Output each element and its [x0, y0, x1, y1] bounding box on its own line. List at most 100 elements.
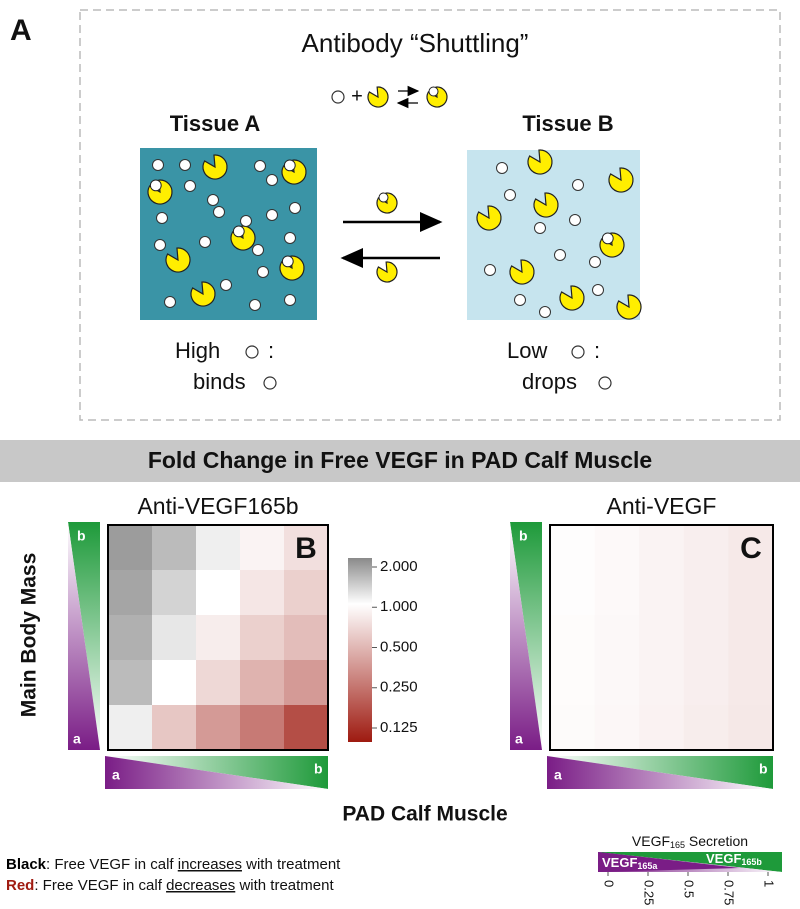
note: Black: Free VEGF in calf increases with …: [6, 856, 341, 873]
note-text: : Free VEGF in calf: [34, 877, 166, 894]
gradient-label: b: [759, 761, 768, 777]
text: VEGF: [706, 851, 741, 866]
antibody-icon: [376, 192, 398, 214]
antibody-icon: [165, 247, 191, 273]
tissue-level: High: [175, 338, 220, 363]
vegf-icon: [245, 345, 259, 359]
tissue-title: Tissue A: [170, 111, 261, 136]
antibody-icon: [608, 167, 634, 193]
vegf-icon: [213, 206, 225, 218]
vegf-icon: [257, 266, 269, 278]
gradient-label: a: [515, 731, 523, 747]
antibody-icon: [509, 259, 535, 285]
vegf-icon: [284, 294, 296, 306]
heatmap-cell: [550, 615, 596, 661]
vegf-icon: [266, 209, 278, 221]
legend-tick-label: 0: [602, 880, 617, 887]
heatmap-cell: [728, 615, 774, 661]
panel-letter: B: [295, 532, 317, 565]
gradient-label: b: [519, 528, 528, 544]
vegf-icon: [266, 174, 278, 186]
notes: Black: Free VEGF in calf increases with …: [6, 856, 341, 894]
antibody-icon: [527, 149, 553, 175]
heatmap-cell: [108, 615, 153, 661]
heatmap-cell: [728, 570, 774, 616]
heatmap-cell: [196, 705, 241, 751]
vegf-icon: [514, 294, 526, 306]
note-emphasis: increases: [178, 856, 242, 873]
heatmap-cell: [152, 660, 197, 706]
vegf-icon: [207, 194, 219, 206]
vegf-icon: [263, 376, 277, 390]
heatmap-cell: [550, 525, 596, 571]
gradient-label: b: [77, 528, 86, 544]
vegf-icon: [539, 306, 551, 318]
heatmap-cell: [639, 570, 685, 616]
tissue-action: drops: [522, 369, 577, 394]
legend-label: VEGF165a: [602, 855, 658, 871]
vegf-icon: [240, 215, 252, 227]
vegf-icon: [428, 86, 439, 97]
y-axis-label: Main Body Mass: [18, 553, 41, 718]
gradient-label: b: [314, 761, 323, 777]
heatmap-cell: [639, 705, 685, 751]
antibody-icon: [281, 159, 307, 185]
heatmap-cell: [594, 615, 640, 661]
heatmap-frame: [107, 524, 329, 751]
text: Secretion: [685, 833, 748, 849]
vegf-icon: [504, 189, 516, 201]
antibody-icon: [147, 179, 173, 205]
heatmap-cell: [550, 660, 596, 706]
vegf-icon: [534, 222, 546, 234]
legend-tick-label: 0.25: [642, 880, 657, 905]
note-emphasis: decreases: [166, 877, 235, 894]
heatmap-cell: [550, 705, 596, 751]
vegf-icon: [152, 159, 164, 171]
vegf-icon: [232, 225, 245, 238]
heatmap-cell: [240, 570, 285, 616]
colon: :: [268, 338, 274, 363]
heatmap-cell: [284, 525, 329, 571]
vegf-icon: [589, 256, 601, 268]
heatmap-cell: [683, 615, 729, 661]
heatmap-cell: [196, 660, 241, 706]
heatmap-cell: [683, 570, 729, 616]
heatmap-cell: [728, 525, 774, 571]
heatmap-title: Anti-VEGF165b: [137, 493, 298, 519]
vegf-icon: [149, 179, 162, 192]
vegf-icon: [571, 345, 585, 359]
heatmap-cell: [240, 660, 285, 706]
gradient-wedge: [547, 756, 773, 789]
colorbar-tick-label: 0.500: [380, 638, 418, 655]
panel-a-frame: [79, 9, 781, 421]
antibody-icon: [367, 86, 389, 108]
heatmap-cell: [550, 570, 596, 616]
panel-letter: A: [10, 14, 32, 47]
vegf-icon: [249, 299, 261, 311]
x-axis-label: PAD Calf Muscle: [342, 803, 507, 826]
vegf-icon: [154, 239, 166, 251]
heatmap-cell: [728, 705, 774, 751]
text: 165: [670, 840, 685, 850]
legend-wedge: [598, 852, 740, 872]
heatmap-cell: [639, 525, 685, 571]
vegf-icon: [496, 162, 508, 174]
gradient-label: a: [554, 767, 562, 783]
colorbar: [348, 558, 372, 742]
heatmap-cell: [594, 525, 640, 571]
vegf-icon: [156, 212, 168, 224]
note-label: Red: [6, 877, 34, 894]
note-text: with treatment: [235, 877, 334, 894]
vegf-icon: [184, 180, 196, 192]
tissue-title: Tissue B: [522, 111, 613, 136]
gradient-wedge: [68, 522, 100, 750]
tissue-action: binds: [193, 369, 246, 394]
vegf-icon: [220, 279, 232, 291]
equation-plus: +: [351, 85, 363, 107]
antibody-icon: [616, 294, 642, 320]
heatmap-cell: [108, 570, 153, 616]
heatmap-cell: [108, 525, 153, 571]
colorbar-tick-label: 0.250: [380, 679, 418, 696]
antibody-icon: [202, 154, 228, 180]
heatmap-cell: [594, 570, 640, 616]
